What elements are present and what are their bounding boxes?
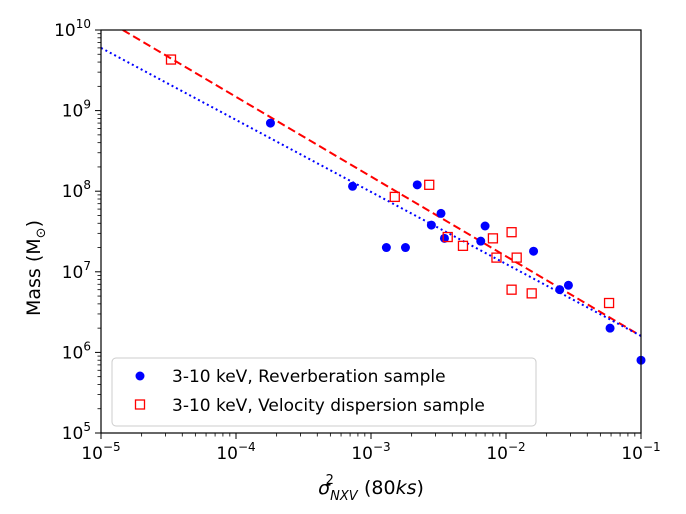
x-axis-label-close: ) bbox=[416, 477, 423, 499]
legend-marker-reverberation bbox=[135, 371, 145, 381]
y-tick-exp-5: 10 bbox=[76, 17, 91, 31]
y-axis-label-close: ) bbox=[23, 220, 45, 227]
reverberation-point-7 bbox=[439, 233, 449, 243]
velocity-dispersion-fit-line bbox=[122, 30, 641, 337]
velocity-dispersion-point-2 bbox=[424, 179, 435, 190]
x-tick-label-2: 10−3 bbox=[351, 440, 390, 464]
reverberation-point-9 bbox=[480, 221, 490, 231]
velocity-dispersion-point-5 bbox=[487, 233, 499, 244]
reverberation-point-11 bbox=[555, 285, 565, 295]
y-tick-base-4: 10 bbox=[62, 102, 84, 122]
reverberation-point-1 bbox=[348, 181, 358, 191]
reverberation-point-13 bbox=[605, 323, 615, 333]
legend-label-velocity-dispersion: 3-10 keV, Velocity dispersion sample bbox=[172, 396, 485, 416]
reverberation-point-3 bbox=[400, 243, 410, 253]
y-tick-base-2: 10 bbox=[62, 263, 84, 283]
x-tick-base-3: 10 bbox=[486, 444, 508, 464]
reverberation-point-12 bbox=[563, 280, 573, 290]
x-tick-exp-1: −4 bbox=[238, 440, 256, 454]
y-tick-label-5: 1010 bbox=[54, 17, 91, 41]
x-tick-base-2: 10 bbox=[351, 444, 373, 464]
y-tick-label-1: 106 bbox=[62, 339, 91, 363]
x-tick-label-0: 10−5 bbox=[81, 440, 120, 464]
y-axis-label: Mass (M⊙) bbox=[23, 220, 49, 316]
velocity-dispersion-point-9 bbox=[511, 252, 522, 263]
x-tick-base-4: 10 bbox=[621, 444, 643, 464]
x-axis-label-sup: 2 bbox=[326, 473, 334, 488]
y-axis-label-text: Mass (M bbox=[23, 238, 45, 316]
y-tick-base-1: 10 bbox=[62, 343, 84, 363]
velocity-dispersion-point-4 bbox=[457, 240, 469, 251]
velocity-dispersion-point-7 bbox=[506, 227, 517, 238]
x-axis-label-sub: NXV bbox=[330, 489, 359, 504]
reverberation-point-10 bbox=[529, 246, 539, 256]
legend-label-reverberation: 3-10 keV, Reverberation sample bbox=[172, 367, 446, 387]
reverberation-point-4 bbox=[412, 180, 422, 190]
y-tick-label-4: 109 bbox=[62, 98, 91, 122]
reverberation-point-8 bbox=[476, 236, 486, 246]
y-tick-exp-1: 6 bbox=[83, 339, 91, 353]
y-tick-exp-3: 8 bbox=[83, 178, 91, 192]
velocity-dispersion-point-6 bbox=[491, 252, 502, 263]
x-axis-label-open: (80 bbox=[358, 477, 396, 499]
velocity-dispersion-point-10 bbox=[526, 288, 537, 299]
velocity-dispersion-point-11 bbox=[603, 297, 615, 309]
x-tick-label-3: 10−2 bbox=[486, 440, 525, 464]
x-tick-label-1: 10−4 bbox=[216, 440, 255, 464]
x-axis-label-italic: ks bbox=[396, 477, 417, 499]
x-tick-exp-0: −5 bbox=[103, 440, 121, 454]
velocity-dispersion-point-1 bbox=[389, 191, 400, 203]
y-tick-exp-2: 7 bbox=[83, 259, 91, 273]
y-tick-base-0: 10 bbox=[62, 424, 84, 444]
reverberation-point-2 bbox=[381, 243, 391, 253]
y-tick-exp-4: 9 bbox=[83, 98, 91, 112]
data-points-group bbox=[165, 54, 646, 365]
y-tick-label-2: 107 bbox=[62, 259, 91, 283]
velocity-dispersion-point-8 bbox=[506, 284, 517, 295]
x-tick-label-4: 10−1 bbox=[621, 440, 660, 464]
reverberation-point-5 bbox=[426, 220, 436, 230]
x-axis-label-symbol: σ bbox=[318, 477, 331, 499]
y-tick-base-5: 10 bbox=[54, 21, 76, 41]
legend-marker-velocity-dispersion bbox=[134, 399, 146, 410]
x-tick-exp-3: −2 bbox=[508, 440, 526, 454]
x-tick-base-0: 10 bbox=[81, 444, 103, 464]
x-tick-exp-4: −1 bbox=[643, 440, 661, 454]
x-axis-label: σNXV2 (80ks) bbox=[318, 473, 424, 504]
reverberation-fit-line bbox=[101, 46, 641, 337]
velocity-dispersion-point-0 bbox=[165, 54, 177, 65]
y-tick-base-3: 10 bbox=[62, 182, 84, 202]
x-tick-base-1: 10 bbox=[216, 444, 238, 464]
x-tick-exp-2: −3 bbox=[373, 440, 391, 454]
legend: 3-10 keV, Reverberation sample 3-10 keV,… bbox=[111, 357, 537, 427]
reverberation-point-6 bbox=[436, 208, 446, 218]
fit-lines-group bbox=[101, 30, 641, 337]
y-tick-label-0: 105 bbox=[62, 420, 91, 444]
legend-box bbox=[111, 357, 537, 427]
y-tick-label-3: 108 bbox=[62, 178, 91, 202]
y-tick-exp-0: 5 bbox=[83, 420, 91, 434]
y-axis-label-symbol: ⊙ bbox=[34, 227, 49, 238]
reverberation-point-0 bbox=[265, 118, 275, 128]
velocity-dispersion-point-3 bbox=[442, 231, 453, 243]
